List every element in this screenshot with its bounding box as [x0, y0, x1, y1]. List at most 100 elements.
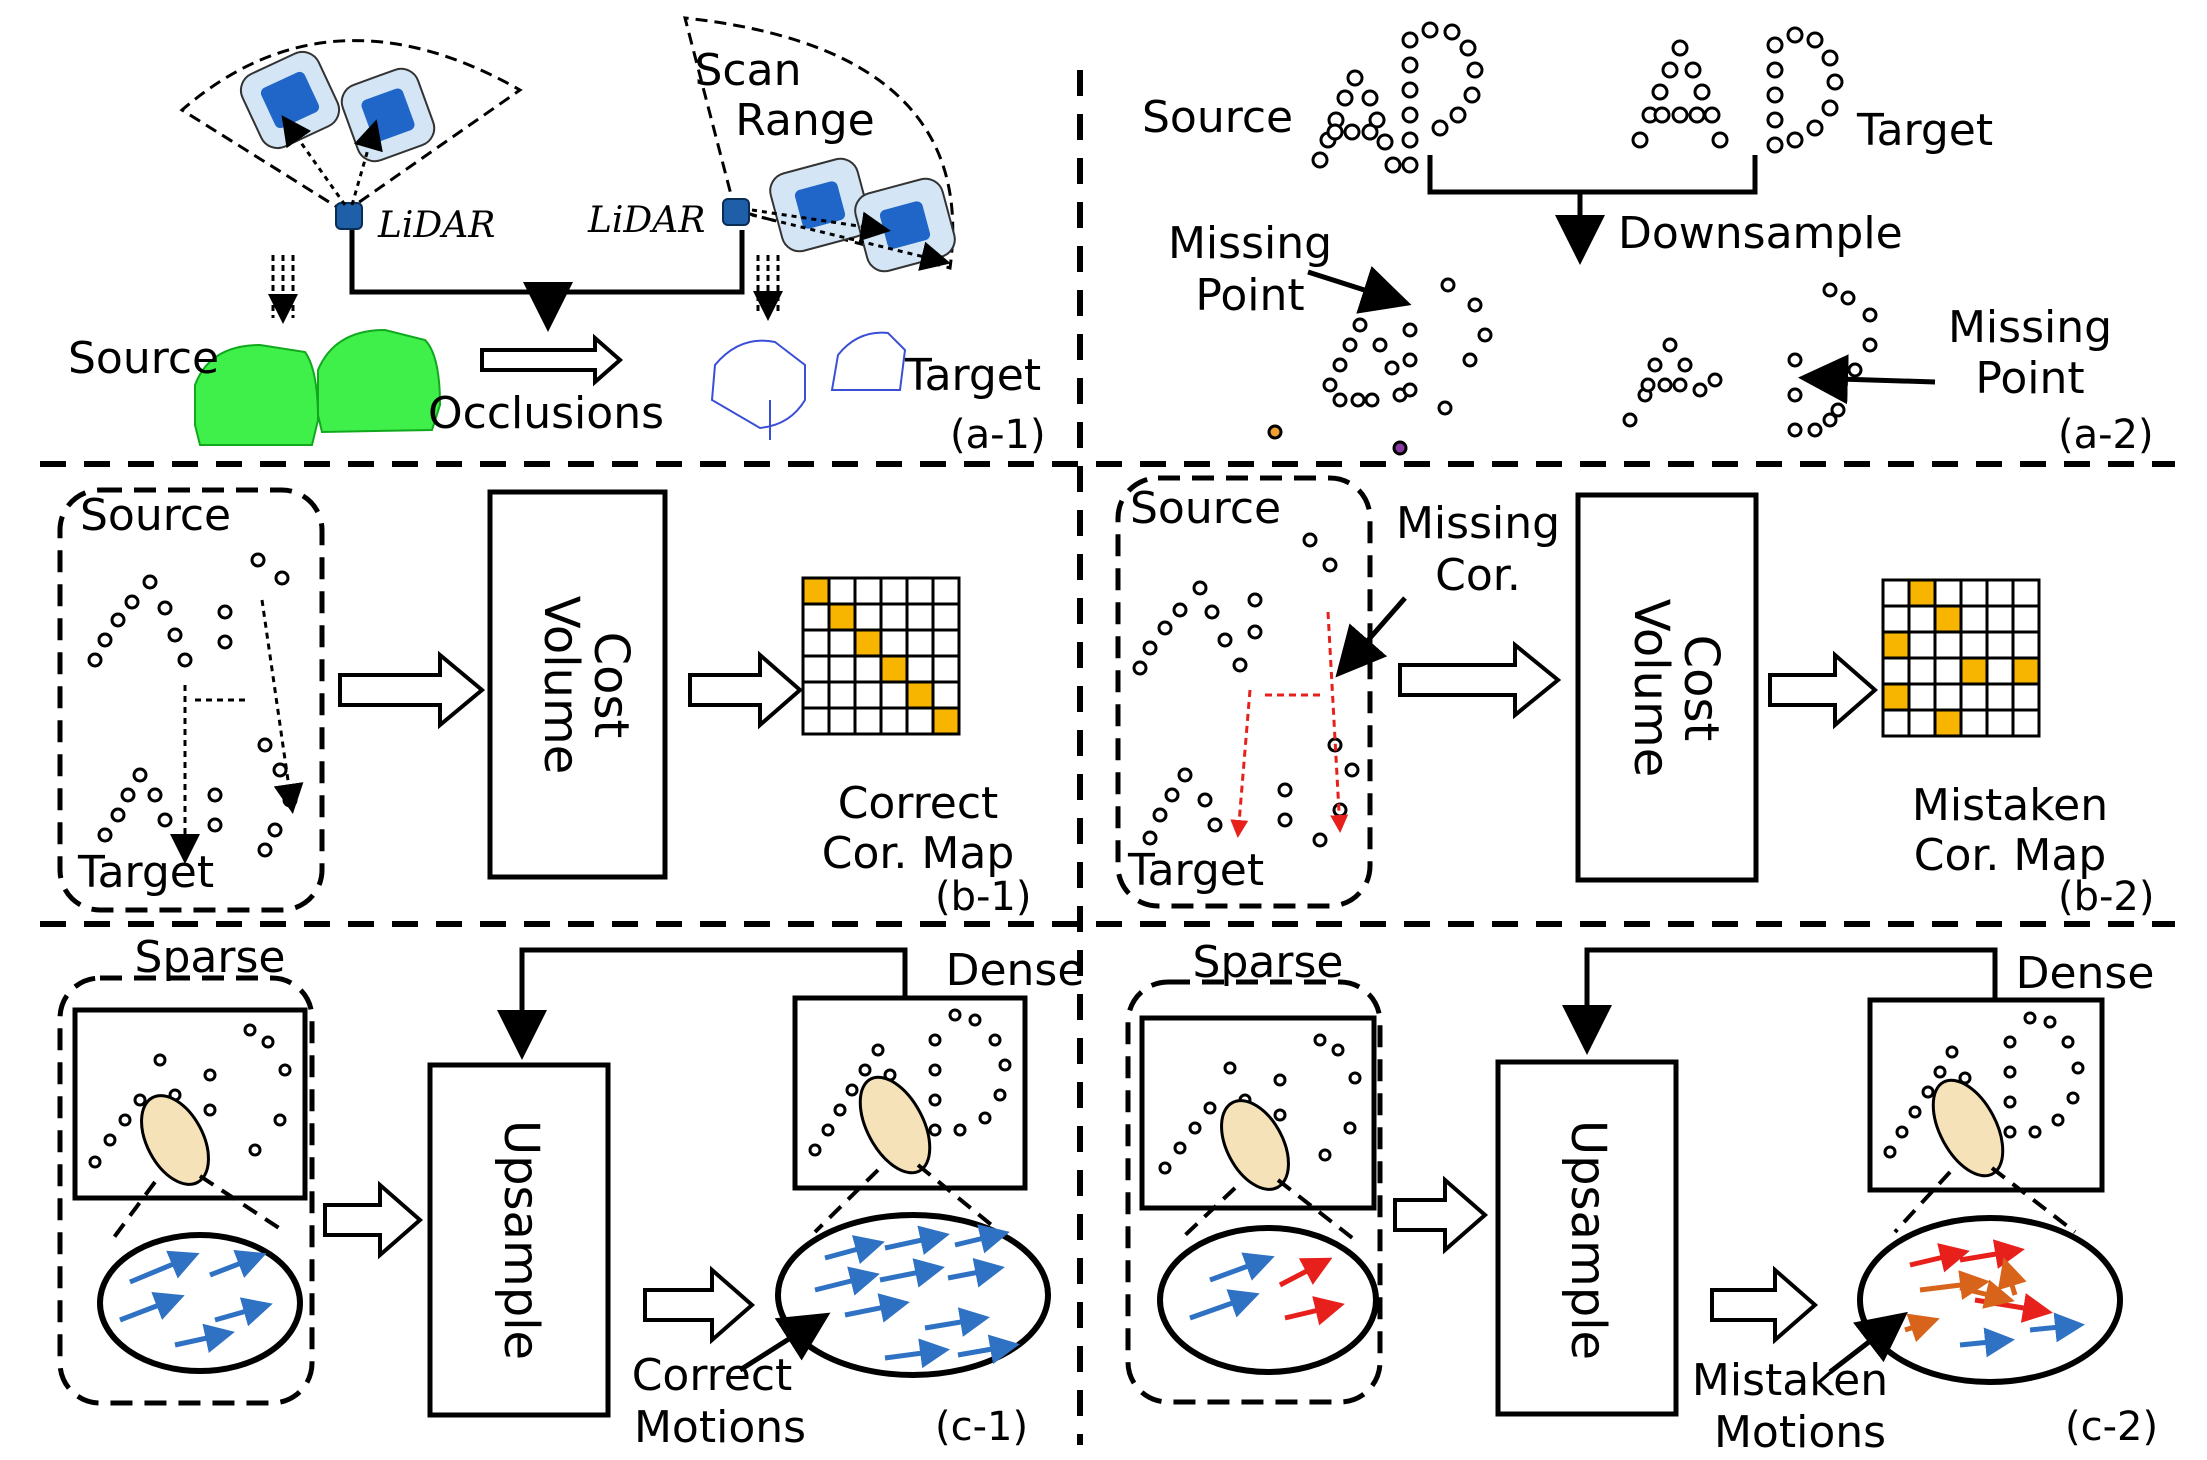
lidar-sensor-icon	[335, 202, 363, 230]
grid-cell	[1959, 604, 1989, 634]
grid-cell	[801, 680, 831, 710]
grid-cell	[827, 706, 857, 736]
source-label: Source	[80, 490, 231, 541]
panel-tag: (a-2)	[2058, 412, 2154, 458]
missing-point-right-line2: Point	[1975, 353, 2084, 404]
missing-point-left-line2: Point	[1195, 270, 1304, 321]
grid-cell	[1907, 630, 1937, 660]
grid-cell	[853, 680, 883, 710]
cor-map-label-line2: Cor. Map	[1914, 830, 2107, 881]
grid-cell	[1959, 630, 1989, 660]
arrow-to-upsample	[1393, 1175, 1489, 1255]
car-icon	[854, 177, 956, 273]
matched-cell	[827, 602, 857, 632]
grid-cell	[1985, 630, 2015, 660]
panel-c1: Sparse Dense Upsample Correct Motions (c…	[57, 932, 1084, 1453]
target-label: Target	[1856, 105, 1993, 156]
lidar-label-right: LiDAR	[587, 200, 705, 241]
grid-cell	[827, 576, 857, 606]
grid-cell	[879, 628, 909, 658]
car-icon	[340, 67, 436, 163]
panel-tag: (a-1)	[950, 412, 1046, 458]
upsample-box	[1495, 1059, 1679, 1417]
motions-label-line2: Motions	[634, 1402, 806, 1453]
source-label: Source	[68, 333, 219, 384]
cost-volume-label-line2: Volume	[1623, 599, 1679, 778]
matched-cell	[931, 706, 961, 736]
pointcloud-pair-box	[1115, 475, 1373, 909]
sparse-label: Sparse	[1193, 937, 1344, 988]
grid-cell	[879, 680, 909, 710]
grid-cell	[1907, 604, 1937, 634]
highlight-region	[858, 1075, 932, 1175]
upsample-label: Upsample	[1560, 1120, 1616, 1360]
grid-cell	[2011, 630, 2041, 660]
grid-cell	[853, 602, 883, 632]
matched-cell	[1881, 682, 1911, 712]
grid-cell	[1985, 708, 2015, 738]
matched-cell	[879, 654, 909, 684]
cor-map-label-line1: Mistaken	[1912, 780, 2108, 831]
grid-cell	[2011, 682, 2041, 712]
grid-cell	[1959, 578, 1989, 608]
grid-cell	[879, 576, 909, 606]
matched-cell	[1881, 630, 1911, 660]
panel-a2: Source Target Downsample Missing Point M…	[1142, 21, 2154, 458]
matched-cell	[1907, 578, 1937, 608]
scan-range-label-line1: Scan	[695, 45, 802, 96]
panel-b1: Source Target Cost Volume Correct Cor. M…	[57, 487, 1031, 920]
matched-cell	[1933, 708, 1963, 738]
grid-cell	[2011, 604, 2041, 634]
source-label: Source	[1142, 92, 1293, 143]
grid-cell	[1933, 578, 1963, 608]
arrow-to-dense-motions	[1710, 1265, 1819, 1345]
lidar-sensor-icon	[722, 198, 750, 226]
grid-cell	[905, 706, 935, 736]
grid-cell	[1959, 708, 1989, 738]
matched-cell	[905, 680, 935, 710]
missing-cor-label-line2: Cor.	[1435, 550, 1521, 601]
motion-zoom-ellipse	[775, 1212, 1051, 1378]
grid-cell	[905, 654, 935, 684]
grid-cell	[1933, 682, 1963, 712]
panel-tag: (b-2)	[2058, 874, 2154, 920]
source-label: Source	[1130, 483, 1281, 534]
correspondence-map-grid	[801, 576, 961, 736]
grid-cell	[1907, 708, 1937, 738]
sparse-source-AP	[1267, 277, 1493, 456]
missing-point-right-line1: Missing	[1948, 302, 2112, 353]
motions-label-line2: Motions	[1714, 1407, 1886, 1458]
cost-volume-label-line2: Volume	[533, 596, 589, 775]
grid-cell	[853, 576, 883, 606]
arrow-to-cost-volume	[1398, 640, 1562, 720]
car-icon	[769, 157, 871, 253]
arrow-to-cor-map	[688, 650, 804, 730]
grid-cell	[1985, 578, 2015, 608]
panel-c2: Sparse Dense Upsample Mistaken Motions (…	[1125, 937, 2158, 1458]
grid-cell	[879, 706, 909, 736]
grid-cell	[1959, 682, 1989, 712]
grid-cell	[931, 628, 961, 658]
panel-a1: Scan Range LiDAR LiDAR Source Target Occ…	[68, 16, 1046, 458]
grid-cell	[1933, 630, 1963, 660]
grid-cell	[1985, 682, 2015, 712]
source-pointcloud-AD	[1311, 21, 1484, 174]
correspondence-map-grid	[1881, 578, 2041, 738]
panel-tag: (b-1)	[935, 874, 1031, 920]
grid-cell	[1985, 604, 2015, 634]
downsample-label: Downsample	[1618, 208, 1903, 259]
target-label: Target	[77, 847, 214, 898]
grid-cell	[801, 654, 831, 684]
panel-tag: (c-1)	[935, 1404, 1028, 1450]
target-label: Target	[904, 350, 1041, 401]
grid-cell	[1881, 656, 1911, 686]
grid-cell	[931, 602, 961, 632]
motions-label-line1: Mistaken	[1692, 1355, 1888, 1406]
sparse-label: Sparse	[135, 932, 286, 983]
cost-volume-label-line1: Cost	[1673, 635, 1729, 742]
grid-cell	[931, 576, 961, 606]
sparse-target-AP	[1622, 282, 1878, 438]
cor-map-label-line2: Cor. Map	[822, 828, 1015, 879]
motions-label-line1: Correct	[632, 1350, 793, 1401]
upsample-label: Upsample	[493, 1120, 549, 1360]
